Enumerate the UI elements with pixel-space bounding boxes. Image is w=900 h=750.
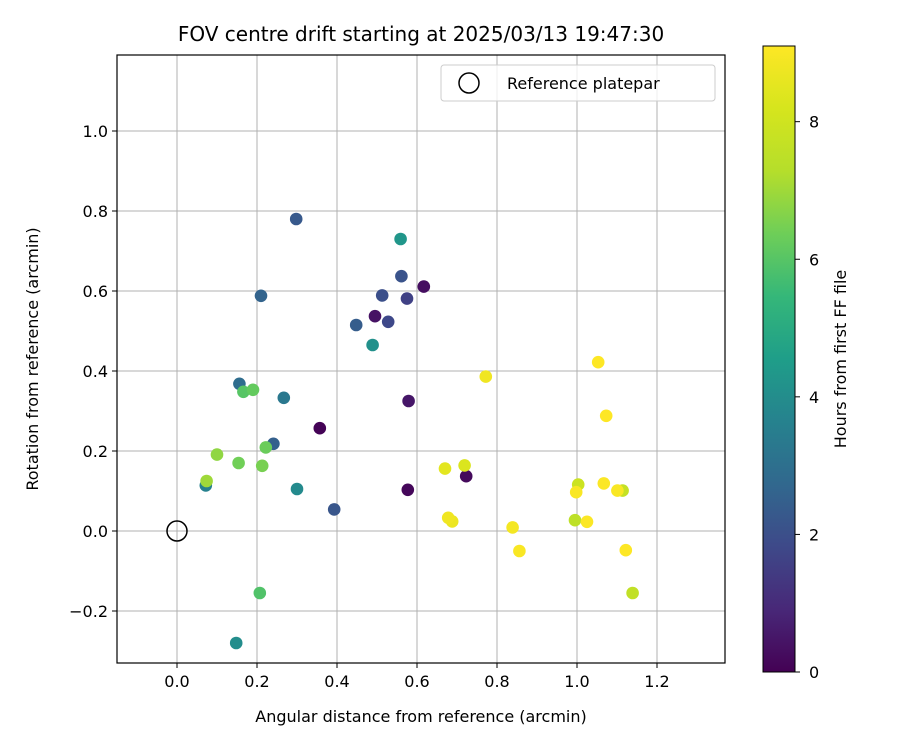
- data-point: [259, 441, 273, 454]
- data-point: [401, 483, 415, 497]
- data-point: [253, 586, 267, 600]
- colorbar-tick-label: 4: [809, 388, 819, 407]
- x-tick-label: 0.2: [244, 672, 269, 691]
- data-point: [459, 469, 473, 483]
- chart-title: FOV centre drift starting at 2025/03/13 …: [178, 22, 664, 46]
- data-point: [232, 456, 245, 470]
- data-point: [402, 394, 415, 408]
- data-point: [611, 484, 624, 497]
- colorbar-tick-label: 0: [809, 663, 819, 682]
- x-tick-label: 0.8: [484, 672, 509, 691]
- data-point: [349, 318, 363, 332]
- colorbar-ticks: 0 2 4 6 8: [795, 113, 819, 682]
- colorbar-tick-label: 6: [809, 250, 819, 269]
- colorbar: 0 2 4 6 8 Hours from first FF file: [762, 45, 850, 682]
- data-point: [619, 543, 633, 557]
- data-point: [366, 338, 379, 352]
- y-axis-ticks: −0.2 0.0 0.2 0.4 0.6 0.8 1.0: [69, 122, 117, 621]
- data-point: [513, 544, 526, 558]
- data-point: [210, 448, 224, 461]
- colorbar-tick-label: 8: [809, 113, 819, 132]
- data-point: [289, 212, 303, 226]
- data-point: [458, 459, 471, 472]
- x-axis-label: Angular distance from reference (arcmin): [255, 707, 586, 726]
- colorbar-tick-label: 2: [809, 525, 819, 544]
- data-point: [569, 485, 583, 499]
- y-tick-label: 0.8: [83, 202, 108, 221]
- legend: Reference platepar: [440, 64, 716, 102]
- data-point: [568, 513, 582, 527]
- data-point: [277, 391, 291, 405]
- legend-box: [440, 64, 716, 102]
- data-point: [381, 315, 395, 329]
- x-tick-label: 1.2: [644, 672, 669, 691]
- data-point: [395, 269, 408, 283]
- reference-point: [166, 520, 188, 542]
- data-point: [400, 292, 414, 305]
- data-point: [254, 289, 268, 303]
- data-point: [394, 232, 407, 246]
- data-point: [246, 383, 260, 397]
- y-tick-label: 1.0: [83, 122, 108, 141]
- data-point: [591, 355, 605, 369]
- scatter-points: [199, 212, 639, 650]
- y-tick-label: −0.2: [69, 602, 108, 621]
- grid-lines: [117, 55, 725, 663]
- x-axis-ticks: 0.0 0.2 0.4 0.6 0.8 1.0 1.2: [164, 663, 670, 691]
- data-point: [327, 503, 341, 516]
- data-point: [597, 477, 611, 490]
- legend-marker: [458, 72, 480, 94]
- y-tick-label: 0.6: [83, 282, 108, 301]
- data-point: [255, 459, 269, 473]
- plot-frame: [116, 54, 726, 664]
- data-point: [229, 636, 243, 650]
- x-tick-label: 0.6: [404, 672, 429, 691]
- x-tick-label: 0.4: [324, 672, 349, 691]
- data-point: [441, 511, 455, 525]
- data-point: [417, 280, 431, 293]
- data-point: [368, 309, 382, 323]
- legend-label: Reference platepar: [507, 74, 660, 93]
- y-axis-label: Rotation from reference (arcmin): [23, 227, 42, 490]
- colorbar-gradient: [762, 45, 796, 673]
- data-point: [626, 586, 639, 600]
- data-point: [313, 421, 327, 435]
- y-tick-label: 0.0: [83, 522, 108, 541]
- reference-marker: [166, 520, 188, 542]
- data-point: [506, 521, 519, 534]
- data-point: [580, 515, 594, 529]
- data-point: [375, 289, 389, 302]
- y-tick-label: 0.2: [83, 442, 108, 461]
- data-point: [599, 409, 613, 423]
- data-point: [290, 482, 304, 496]
- y-tick-label: 0.4: [83, 362, 108, 381]
- data-point: [479, 370, 493, 383]
- data-point: [438, 462, 452, 475]
- colorbar-label: Hours from first FF file: [831, 270, 850, 449]
- data-point: [237, 385, 250, 399]
- x-tick-label: 0.0: [164, 672, 189, 691]
- data-point: [200, 474, 213, 488]
- x-tick-label: 1.0: [564, 672, 589, 691]
